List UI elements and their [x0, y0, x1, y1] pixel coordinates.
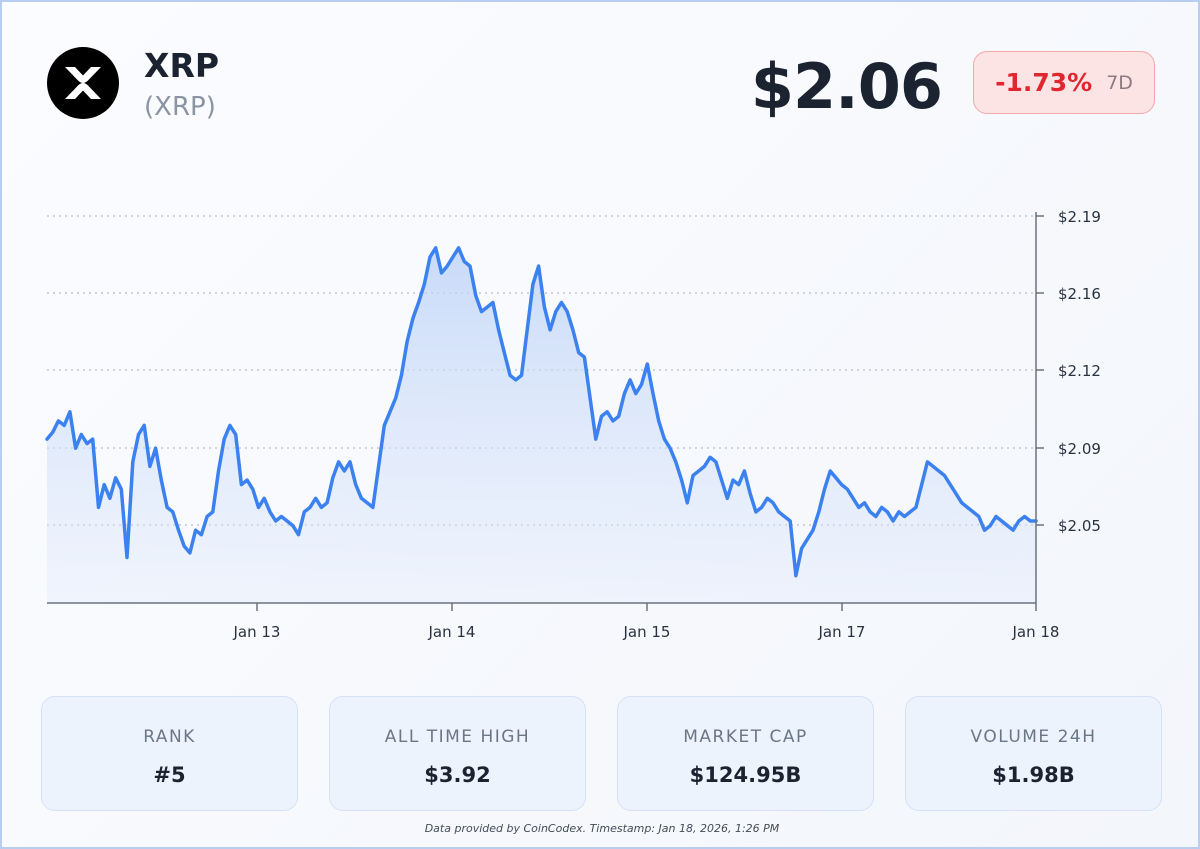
footer-attribution: Data provided by CoinCodex. Timestamp: J…: [424, 822, 780, 835]
coin-name: XRP: [144, 46, 220, 85]
x-tick-label: Jan 18: [1012, 623, 1060, 641]
xrp-logo-icon: [47, 47, 119, 119]
x-tick-label: Jan 14: [428, 623, 476, 641]
stat-card-rank: RANK #5: [41, 696, 298, 811]
y-tick-label: $2.12: [1058, 362, 1101, 380]
y-tick-label: $2.19: [1058, 208, 1101, 226]
stat-label: MARKET CAP: [683, 727, 808, 747]
y-tick-label: $2.16: [1058, 285, 1101, 303]
current-price: $2.06: [750, 50, 943, 123]
coin-symbol: (XRP): [144, 92, 216, 122]
x-tick-label: Jan 17: [818, 623, 866, 641]
change-value: -1.73%: [995, 68, 1093, 97]
stat-value: $1.98B: [992, 763, 1075, 787]
stat-value: #5: [153, 763, 186, 787]
stat-card-volume-24h: VOLUME 24H $1.98B: [905, 696, 1162, 811]
stat-card-all-time-high: ALL TIME HIGH $3.92: [329, 696, 586, 811]
y-tick-label: $2.09: [1058, 440, 1101, 458]
price-area: [47, 247, 1036, 603]
price-chart: $2.19 $2.16 $2.12 $2.09 $2.05 Jan 13 Jan 14 Jan…: [45, 208, 1101, 641]
stat-card-market-cap: MARKET CAP $124.95B: [617, 696, 874, 811]
change-badge: -1.73% 7D: [973, 51, 1155, 114]
stat-label: RANK: [143, 727, 196, 747]
price-line: [45, 246, 1038, 578]
change-period: 7D: [1106, 71, 1133, 94]
y-tick-label: $2.05: [1058, 517, 1101, 535]
x-tick-label: Jan 15: [623, 623, 671, 641]
stat-value: $3.92: [424, 763, 491, 787]
stat-value: $124.95B: [689, 763, 802, 787]
stat-label: ALL TIME HIGH: [384, 727, 531, 747]
x-tick-label: Jan 13: [233, 623, 281, 641]
stat-label: VOLUME 24H: [970, 727, 1097, 747]
